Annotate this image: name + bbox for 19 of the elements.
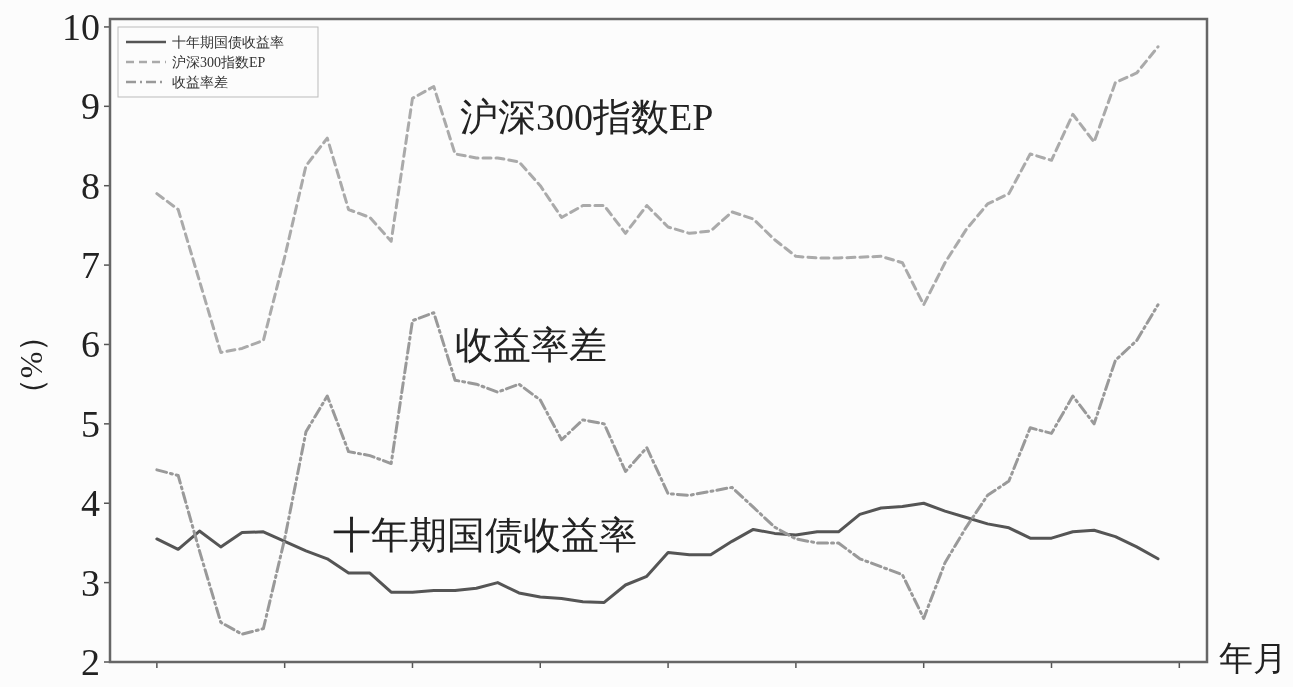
y-tick-label: 9 (81, 85, 100, 128)
legend-label: 收益率差 (172, 75, 228, 90)
legend-label: 十年期国债收益率 (172, 35, 284, 50)
y-axis-title: （%） (13, 319, 49, 411)
y-tick-label: 8 (81, 164, 100, 207)
annotation: 收益率差 (455, 324, 607, 366)
y-tick-label: 5 (81, 402, 100, 445)
y-tick-label: 4 (81, 482, 100, 525)
line-series (155, 303, 1160, 636)
y-tick-label: 10 (62, 5, 100, 48)
y-tick-label: 6 (81, 323, 100, 366)
annotation: 沪深300指数EP (460, 96, 714, 138)
legend-label: 沪深300指数EP (172, 55, 266, 70)
y-tick-label: 7 (81, 244, 100, 287)
x-axis-title: 年月 (1219, 640, 1287, 677)
annotation: 十年期国债收益率 (333, 514, 637, 556)
line-series (155, 501, 1160, 604)
y-tick-label: 3 (81, 561, 100, 604)
y-tick-label: 2 (81, 641, 100, 683)
